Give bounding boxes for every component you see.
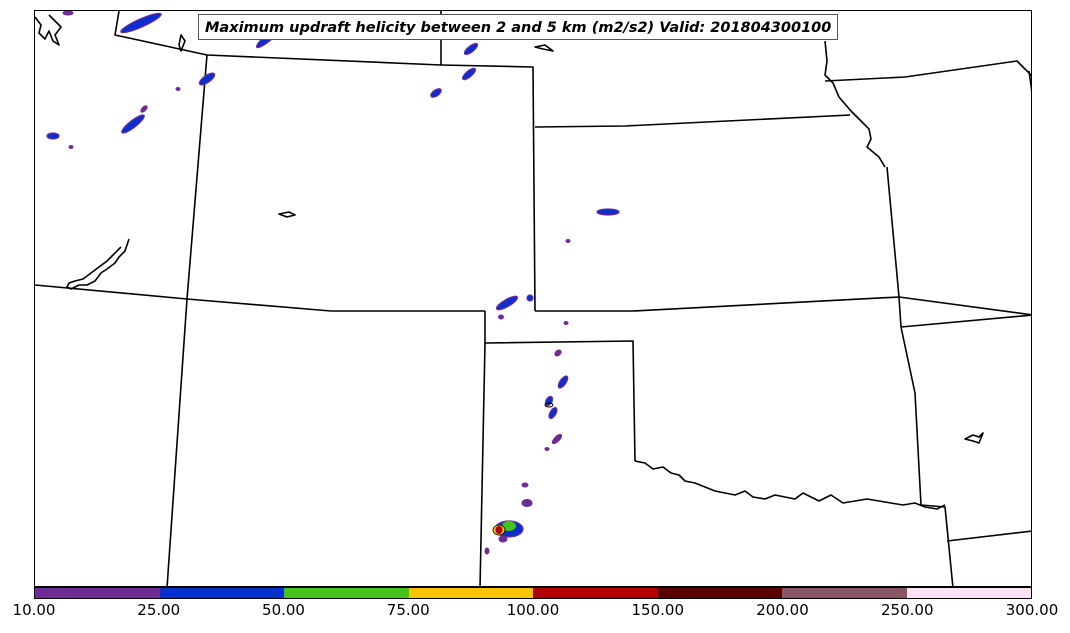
state-boundary-oklahoma: [484, 311, 636, 462]
helicity-swath-level-50: [502, 521, 516, 531]
helicity-swath: [526, 294, 534, 302]
colorbar-segment: [159, 588, 284, 598]
state-boundary-nebraska-kansas: [534, 114, 851, 128]
small-lake-2: [964, 432, 984, 444]
colorbar-tick-label: 10.00: [12, 601, 56, 619]
helicity-swath: [121, 114, 145, 134]
helicity-swath: [463, 42, 479, 56]
small-lake-3: [534, 44, 554, 52]
helicity-swath: [544, 447, 550, 451]
state-boundaries: [35, 11, 1031, 586]
state-boundary-wyoming: [114, 11, 536, 312]
helicity-swath: [551, 433, 563, 445]
colorbar-segment: [408, 588, 533, 598]
state-boundary-utah-south: [35, 284, 485, 312]
colorbar-segment: [35, 588, 160, 598]
small-lake-1: [278, 211, 296, 218]
colorbar-tick-labels: 10.00 25.00 50.00 75.00 100.00 150.00 200.00 25…: [0, 601, 1070, 623]
helicity-swath: [498, 535, 508, 543]
helicity-swath: [461, 67, 477, 81]
helicity-swath: [521, 482, 529, 488]
state-boundary-wyoming-west: [186, 54, 208, 300]
helicity-swath-level-100: [495, 526, 503, 534]
map-title: Maximum updraft helicity between 2 and 5…: [198, 14, 839, 40]
helicity-swath: [140, 105, 148, 113]
helicity-swath: [198, 72, 216, 86]
colorbar-tick-label: 100.00: [506, 601, 560, 619]
helicity-swath: [46, 132, 60, 140]
colorbar-segment: [906, 588, 1031, 598]
colorbar-tick-label: 75.00: [386, 601, 430, 619]
colorbar-tick-label: 200.00: [756, 601, 809, 619]
helicity-swath: [68, 145, 74, 149]
small-lake-4: [178, 34, 186, 52]
colorbar-tick-label: 50.00: [262, 601, 305, 619]
helicity-swath: [498, 314, 504, 320]
helicity-swath: [430, 88, 442, 98]
missouri-river: [824, 40, 886, 168]
colorbar-segment: [657, 588, 782, 598]
map-panel: [34, 10, 1032, 587]
helicity-swath: [521, 499, 533, 507]
state-boundary-iowa-missouri: [824, 60, 1031, 82]
helicity-swath: [596, 208, 620, 216]
helicity-swath: [563, 321, 569, 325]
red-river: [634, 460, 946, 510]
helicity-swath: [544, 402, 554, 408]
colorbar-segment: [533, 588, 658, 598]
colorbar-tick-label: 150.00: [631, 601, 685, 619]
colorbar-tick-label: 250.00: [881, 601, 934, 619]
state-boundary-arkansas: [900, 326, 954, 586]
map-canvas: [35, 11, 1031, 586]
colorbar-tick-label: 25.00: [137, 601, 181, 619]
great-salt-lake: [35, 14, 62, 46]
state-boundary-texas-louisiana: [946, 530, 1031, 542]
colorbar-segment: [284, 588, 409, 598]
utah-lake-shore: [66, 238, 130, 290]
helicity-swath: [565, 239, 571, 243]
state-boundary-arizona-newmexico: [166, 298, 188, 586]
colorbar: [34, 587, 1032, 599]
state-boundary-kansas-south: [535, 296, 1031, 316]
helicity-swath: [557, 375, 569, 389]
iowa-river: [1028, 70, 1031, 92]
helicity-swath: [120, 12, 162, 34]
helicity-swath: [548, 406, 558, 420]
colorbar-segment: [782, 588, 907, 598]
state-boundary-texas-west: [479, 342, 486, 586]
state-boundary-kansas-east: [886, 166, 902, 328]
helicity-swath: [484, 547, 490, 555]
helicity-swath: [495, 295, 519, 311]
state-boundary-louisiana: [900, 314, 1031, 328]
helicity-swath: [175, 87, 181, 91]
helicity-swath: [62, 11, 74, 16]
colorbar-tick-label: 300.00: [1005, 601, 1059, 619]
helicity-swath: [554, 349, 562, 357]
